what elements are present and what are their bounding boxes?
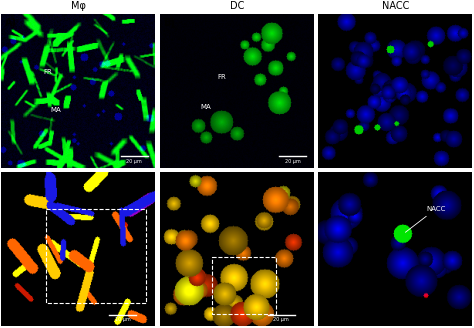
Text: NACC: NACC xyxy=(382,1,409,10)
Text: 20 μm: 20 μm xyxy=(285,159,301,164)
Text: C): C) xyxy=(321,18,333,28)
Text: A): A) xyxy=(4,18,17,28)
Text: D): D) xyxy=(4,177,17,187)
Text: F): F) xyxy=(321,177,333,187)
Text: NACC: NACC xyxy=(405,206,446,232)
Text: E): E) xyxy=(163,177,174,187)
Bar xyxy=(46,209,146,303)
Text: 20 μm: 20 μm xyxy=(126,159,142,164)
Text: MA: MA xyxy=(201,104,211,111)
Text: Mφ: Mφ xyxy=(71,1,86,10)
Text: MA: MA xyxy=(50,108,61,113)
Text: 10 μm: 10 μm xyxy=(115,317,130,322)
Text: B): B) xyxy=(163,18,175,28)
Text: 20 μm: 20 μm xyxy=(273,317,289,322)
Bar xyxy=(212,257,275,314)
Text: FR: FR xyxy=(217,73,226,79)
Text: DC: DC xyxy=(230,1,244,10)
Text: FR: FR xyxy=(43,69,52,75)
